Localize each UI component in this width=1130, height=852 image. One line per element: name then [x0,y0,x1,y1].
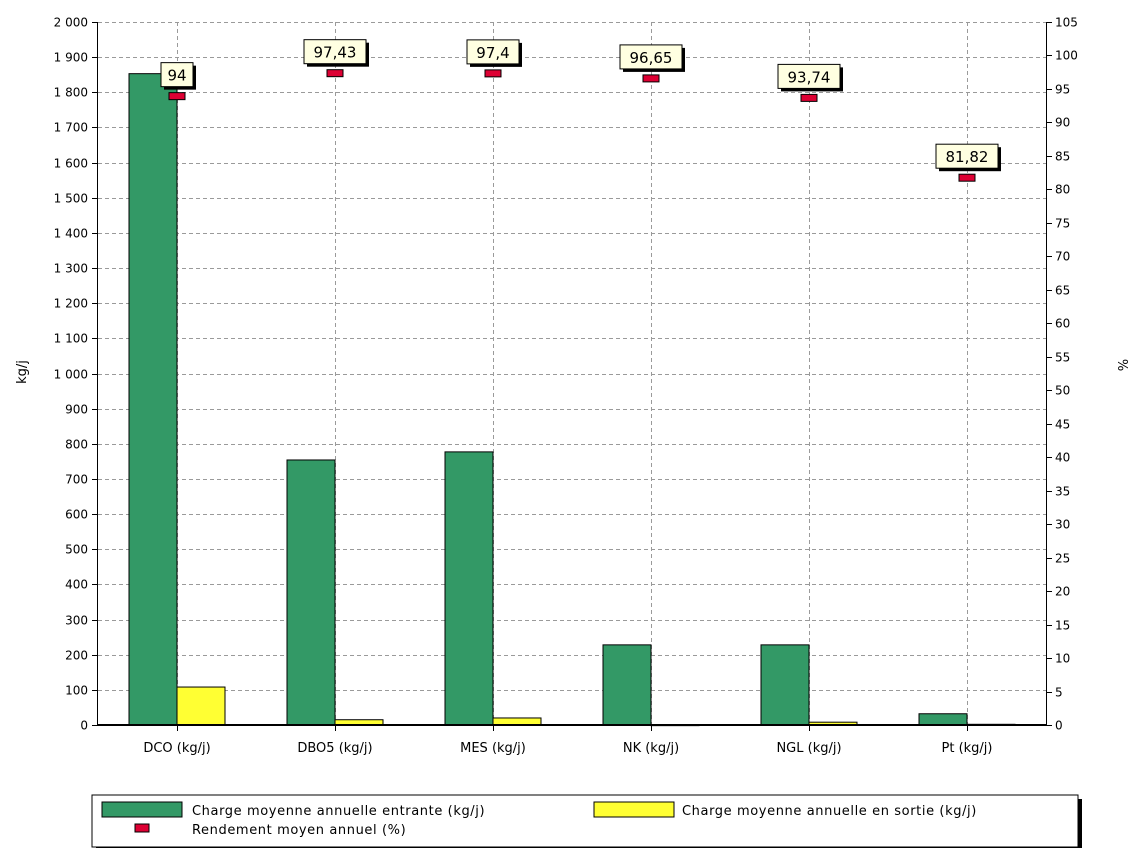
legend-swatch-rendement [134,823,150,833]
y2-tick-label: 80 [1055,183,1070,197]
y-tick-label: 1 200 [54,297,88,311]
bar-sortie-3 [492,717,542,726]
y-tick-label: 1 800 [54,86,88,100]
legend-box [91,794,1079,848]
bar-sortie-1 [176,686,226,726]
y-tick-label: 0 [80,719,88,733]
legend-label-entrante: Charge moyenne annuelle entrante (kg/j) [192,804,485,819]
x-tick-label: Pt (kg/j) [942,741,993,756]
legend-swatch-entrante [101,801,183,818]
x-tick-label: DBO5 (kg/j) [297,741,372,756]
yield-marker-3 [484,69,502,78]
y2-tick-label: 95 [1055,83,1070,97]
y-tick-label: 100 [65,684,88,698]
bar-entrante-6 [918,713,968,726]
y2-tick-label: 20 [1055,585,1070,599]
bar-entrante-1 [128,73,178,726]
legend-label-rendement: Rendement moyen annuel (%) [192,823,406,838]
y-tick-label: 300 [65,614,88,628]
y2-tick-label: 25 [1055,552,1070,566]
legend-label-sortie: Charge moyenne annuelle en sortie (kg/j) [682,804,977,819]
y2-axis-title: % [1114,359,1129,371]
data-label-box [935,143,999,169]
y2-tick-label: 70 [1055,250,1070,264]
bar-entrante-5 [760,644,810,726]
data-label: 81,82 [946,148,989,166]
y-tick-label: 1 700 [54,121,88,135]
y-tick-label: 600 [65,508,88,522]
y2-tick-label: 30 [1055,518,1070,532]
yield-marker-2 [326,69,344,78]
x-tick-label: NGL (kg/j) [776,741,841,756]
yield-marker-6 [958,173,976,182]
data-label-box [303,39,367,65]
y-tick-label: 2 000 [54,16,88,30]
data-label: 97,4 [476,44,509,62]
y-tick-label: 400 [65,578,88,592]
data-label: 93,74 [788,68,831,86]
y-tick-label: 1 000 [54,368,88,382]
y-tick-label: 200 [65,649,88,663]
bar-entrante-3 [444,451,494,726]
x-tick-label: DCO (kg/j) [143,741,210,756]
y-tick-label: 800 [65,438,88,452]
bar-entrante-4 [602,644,652,726]
y2-tick-label: 105 [1055,16,1078,30]
y2-tick-label: 90 [1055,116,1070,130]
plot-area [98,22,1046,725]
bars [128,73,1016,727]
y2-tick-label: 85 [1055,150,1070,164]
y-axis-title: kg/j [15,360,30,384]
data-label-box [160,62,194,88]
y2-tick-label: 100 [1055,49,1078,63]
data-label: 97,43 [314,44,357,62]
data-label-box [777,63,841,89]
yield-marker-4 [642,74,660,83]
y2-tick-label: 15 [1055,619,1070,633]
y-tick-label: 1 900 [54,51,88,65]
gridlines [98,22,1046,725]
y2-tick-label: 50 [1055,384,1070,398]
y2-tick-label: 0 [1055,719,1063,733]
legend-swatch-sortie [593,801,675,818]
data-label-box [466,39,520,65]
y-tick-label: 1 100 [54,332,88,346]
y2-tick-label: 55 [1055,351,1070,365]
y-tick-label: 700 [65,473,88,487]
y-tick-label: 1 300 [54,262,88,276]
x-tick-label: NK (kg/j) [623,741,679,756]
y2-tick-label: 5 [1055,686,1063,700]
y2-tick-label: 35 [1055,485,1070,499]
x-tick-label: MES (kg/j) [460,741,526,756]
bar-entrante-2 [286,459,336,726]
data-label: 96,65 [630,49,673,67]
y-tick-label: 1 600 [54,157,88,171]
y-tick-label: 1 500 [54,192,88,206]
yield-marker-1 [168,92,186,101]
y-tick-label: 900 [65,403,88,417]
y2-tick-label: 45 [1055,418,1070,432]
data-label-box [619,44,683,70]
legend: Charge moyenne annuelle entrante (kg/j) C… [91,794,1082,851]
y2-tick-label: 75 [1055,217,1070,231]
y2-tick-label: 60 [1055,317,1070,331]
y2-tick-label: 40 [1055,451,1070,465]
data-label: 94 [167,67,186,85]
yield-marker-5 [800,93,818,102]
y-tick-label: 500 [65,543,88,557]
y2-tick-label: 10 [1055,652,1070,666]
yield-markers: 94 97,43 97,4 96,65 93,74 81,82 [160,39,1001,182]
y2-tick-label: 65 [1055,284,1070,298]
y-tick-label: 1 400 [54,227,88,241]
